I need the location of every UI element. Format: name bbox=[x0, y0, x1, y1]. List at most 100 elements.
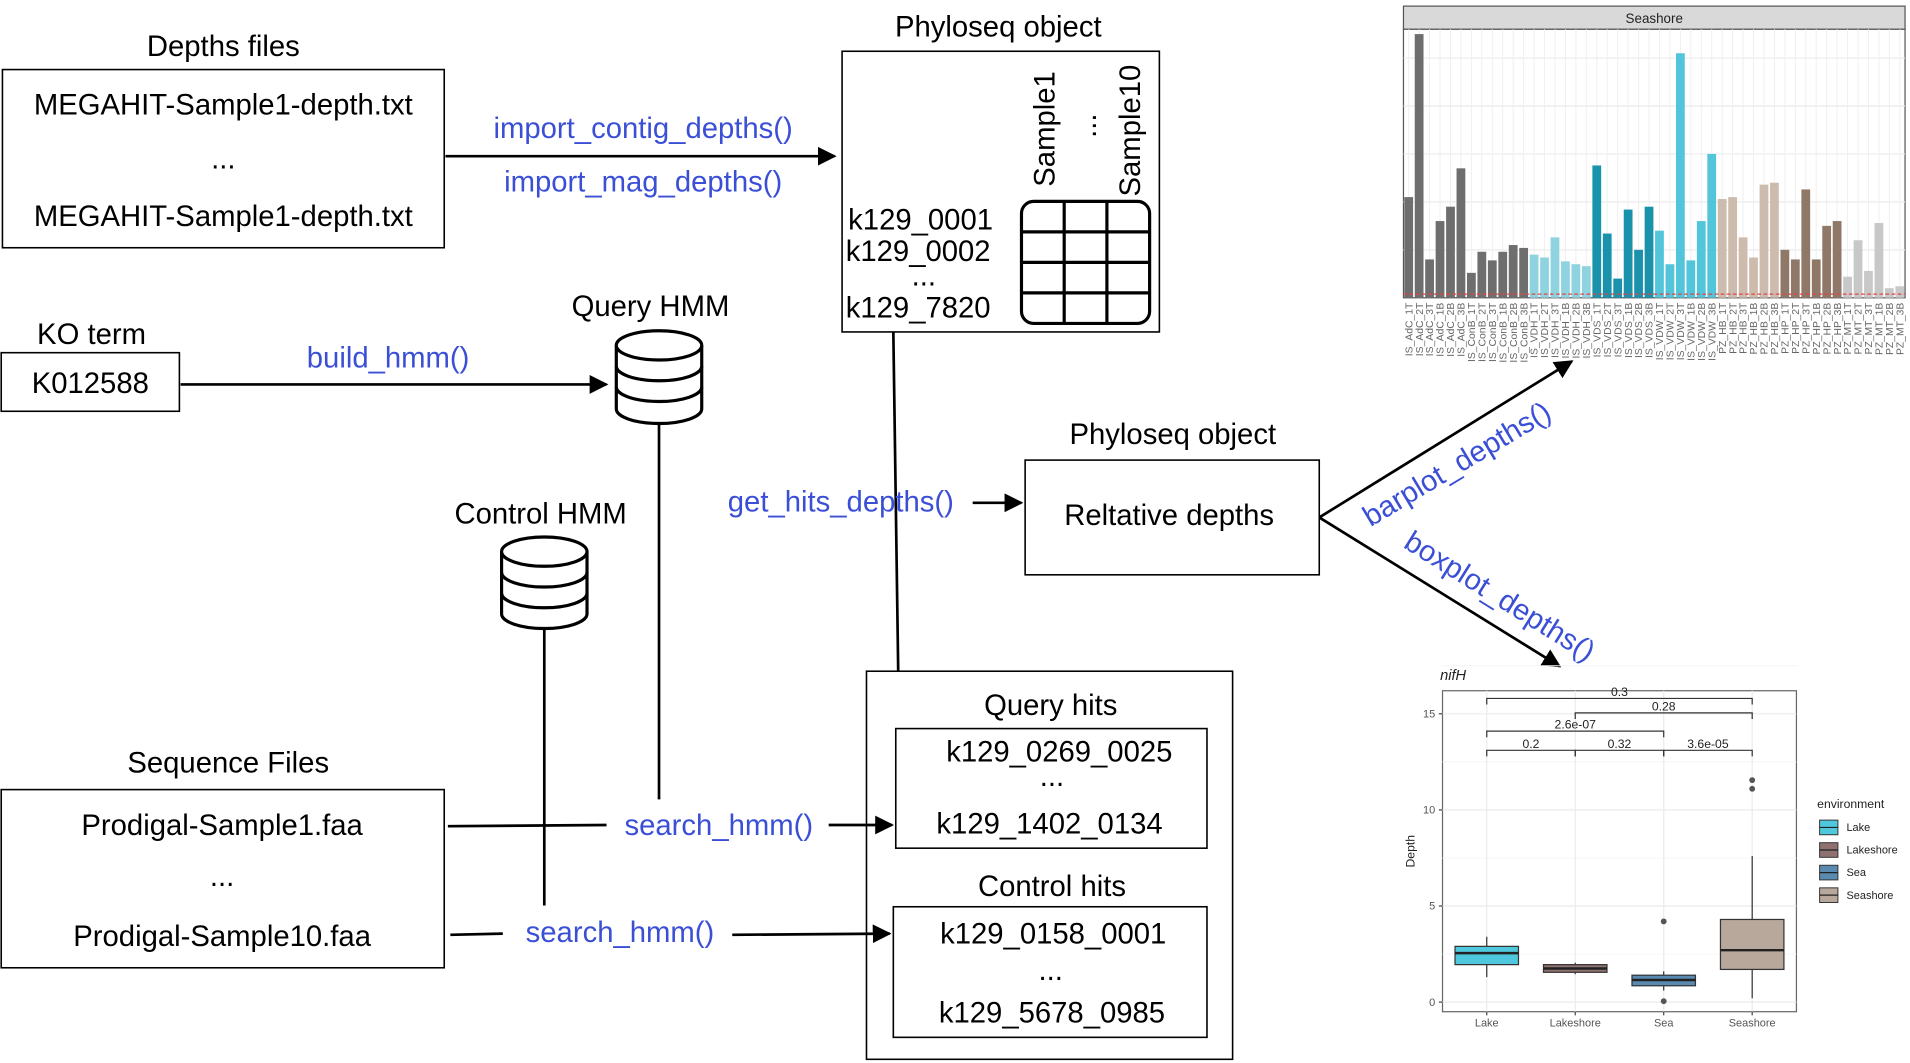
y-tick-label: 10 bbox=[1423, 805, 1435, 817]
barplot-depths-label: barplot_depths() bbox=[1357, 395, 1557, 533]
control-hit-ellipsis: ... bbox=[1039, 954, 1063, 987]
bar-IS_VDH_1B bbox=[1561, 261, 1570, 298]
x-tick-label: IS_VDS_2B bbox=[1634, 303, 1645, 358]
phyloseq-down-connector bbox=[891, 331, 900, 672]
phyloseq-row-2: k129_0002 bbox=[846, 235, 991, 268]
x-tick-label: IS_VDS_1B bbox=[1624, 303, 1635, 358]
phyloseq-col-sample1: Sample1 bbox=[1028, 71, 1061, 187]
x-tick-label: IS_AdC_2T bbox=[1415, 302, 1426, 356]
x-tick-label: IS_AdC_1T bbox=[1404, 302, 1415, 356]
abundance-table-grid bbox=[1019, 199, 1152, 325]
x-tick-label: IS_ConB_3B bbox=[1519, 303, 1530, 363]
ko-term-title: KO term bbox=[37, 318, 146, 351]
x-tick-label: IS_VDW_2T bbox=[1666, 302, 1677, 360]
phyloseq-top-title: Phyloseq object bbox=[895, 11, 1102, 44]
legend-title: environment bbox=[1817, 797, 1885, 811]
phyloseq-top-box bbox=[841, 50, 1161, 333]
p-value-label: 0.3 bbox=[1611, 685, 1628, 699]
x-tick-label: IS_VDW_3T bbox=[1676, 302, 1687, 360]
depths-files-title: Depths files bbox=[147, 30, 300, 63]
x-tick-label: IS_AdC_3B bbox=[1457, 303, 1468, 357]
boxplot-depths-label: boxplot_depths() bbox=[1399, 525, 1601, 669]
x-tick-label: IS_VDH_2B bbox=[1572, 303, 1583, 359]
x-tick-label: IS_VDH_1B bbox=[1561, 303, 1572, 359]
bar-PZ_MT_3B bbox=[1895, 286, 1905, 298]
x-tick-label: Sea bbox=[1654, 1017, 1674, 1029]
outlier-point bbox=[1660, 918, 1667, 925]
import-contig-depths-label: import_contig_depths() bbox=[493, 112, 792, 145]
relative-depths-label: Reltative depths bbox=[1064, 499, 1274, 532]
x-tick-label: IS_VDS_1T bbox=[1592, 302, 1603, 357]
hits-container bbox=[865, 670, 1234, 1061]
get-hits-depths-label: get_hits_depths() bbox=[728, 485, 954, 518]
phyloseq-row-3: k129_7820 bbox=[846, 291, 991, 324]
comparison-bracket bbox=[1486, 697, 1753, 705]
control-hit-1: k129_0158_0001 bbox=[940, 917, 1166, 950]
control-hit-2: k129_5678_0985 bbox=[939, 997, 1165, 1030]
phyloseq-relative-box bbox=[1024, 459, 1321, 576]
bar-IS_VDH_2B bbox=[1571, 264, 1581, 298]
x-tick-label: PZ_HP_1T bbox=[1781, 302, 1792, 354]
bar-IS_VDS_1B bbox=[1623, 209, 1633, 298]
x-tick-label: IS_ConB_1T bbox=[1467, 302, 1478, 362]
bar-IS_VDS_3B bbox=[1644, 206, 1654, 298]
boxplot-arrow bbox=[1318, 516, 1562, 668]
search-control-arrow bbox=[732, 924, 892, 944]
sequence-files-title: Sequence Files bbox=[127, 747, 329, 780]
outlier-point bbox=[1749, 777, 1756, 784]
legend-entry: Lakeshore bbox=[1846, 845, 1897, 857]
x-tick-label: PZ_MT_1T bbox=[1843, 302, 1854, 354]
query-hits-title: Query hits bbox=[984, 689, 1117, 722]
bar-IS_AdC_2B bbox=[1446, 206, 1455, 298]
x-tick-label: IS_VDS_3B bbox=[1645, 303, 1656, 358]
comparison-bracket bbox=[1663, 749, 1753, 757]
bar-IS_ConB_3B bbox=[1519, 247, 1529, 298]
bar-IS_AdC_2T bbox=[1414, 34, 1424, 298]
y-tick-label: 0 bbox=[1429, 997, 1435, 1009]
query-hit-1: k129_0269_0025 bbox=[946, 736, 1172, 769]
x-tick-label: Lake bbox=[1475, 1017, 1499, 1029]
x-tick-label: IS_VDS_3T bbox=[1613, 302, 1624, 357]
x-tick-label: PZ_HP_3B bbox=[1833, 303, 1844, 355]
bar-IS_VDS_2B bbox=[1634, 249, 1643, 298]
bar-PZ_HB_2T bbox=[1728, 197, 1738, 298]
p-value-label: 0.2 bbox=[1523, 737, 1540, 751]
bar-IS_VDS_1T bbox=[1592, 165, 1602, 298]
search-hmm-query-label: search_hmm() bbox=[624, 809, 813, 842]
x-tick-label: IS_ConB_1B bbox=[1498, 303, 1509, 363]
bar-IS_VDH_3B bbox=[1581, 266, 1591, 298]
bar-PZ_HB_3T bbox=[1738, 237, 1748, 298]
x-tick-label: IS_VDS_2T bbox=[1603, 302, 1614, 357]
boxplot-chart: nifH 0 5 10 15 Depth Lake Lakeshore Sea Seashore 0… bbox=[1403, 665, 1898, 1029]
ko-term-value: K012588 bbox=[32, 367, 149, 400]
bar-IS_VDH_1T bbox=[1529, 254, 1539, 298]
import-mag-depths-label: import_mag_depths() bbox=[504, 166, 782, 199]
p-value-label: 0.32 bbox=[1608, 737, 1632, 751]
bar-PZ_HB_1B bbox=[1749, 257, 1758, 298]
p-value-label: 0.28 bbox=[1652, 699, 1676, 713]
x-tick-label: IS_VDH_3T bbox=[1551, 302, 1562, 358]
bar-IS_VDW_3B bbox=[1707, 153, 1717, 298]
control-hmm-database-icon bbox=[499, 535, 589, 631]
y-tick-label: 15 bbox=[1423, 708, 1435, 720]
phyloseq-relative-title: Phyloseq object bbox=[1069, 418, 1276, 451]
x-tick-label: PZ_HB_2T bbox=[1728, 302, 1739, 354]
y-axis-label: Depth bbox=[1403, 835, 1417, 868]
bar-PZ_MT_2B bbox=[1884, 288, 1894, 298]
bar-PZ_MT_1B bbox=[1874, 222, 1884, 298]
bar-PZ_HP_3B bbox=[1832, 221, 1842, 298]
sequence-file-1: Prodigal-Sample1.faa bbox=[81, 809, 363, 842]
search-control-line bbox=[450, 932, 503, 937]
outlier-point bbox=[1660, 998, 1667, 1005]
build-hmm-label: build_hmm() bbox=[307, 341, 470, 374]
ko-term-box bbox=[0, 351, 181, 413]
x-tick-label: PZ_MT_2T bbox=[1854, 302, 1865, 354]
y-tick-label: 5 bbox=[1429, 901, 1435, 913]
query-hit-2: k129_1402_0134 bbox=[936, 808, 1162, 841]
x-tick-label: IS_ConB_2B bbox=[1509, 303, 1520, 363]
x-tick-label: PZ_HB_3B bbox=[1770, 303, 1781, 355]
box-Seashore bbox=[1719, 918, 1785, 971]
legend-entry: Lake bbox=[1846, 822, 1870, 834]
